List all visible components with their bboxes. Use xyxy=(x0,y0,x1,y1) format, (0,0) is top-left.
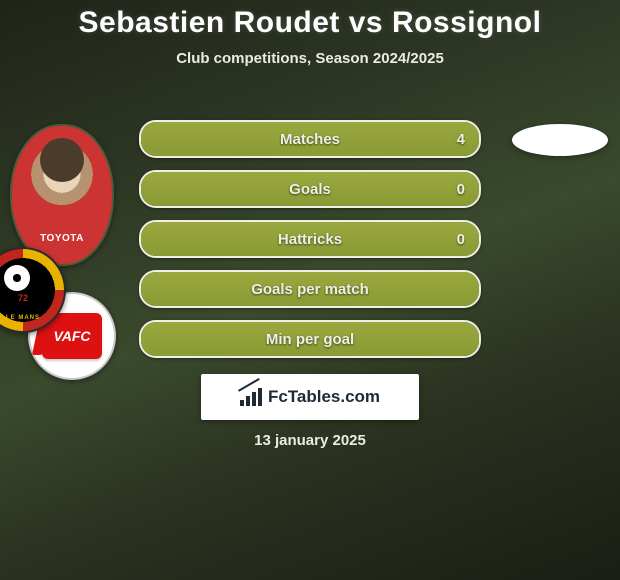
stat-bar: Matches4 xyxy=(139,120,481,158)
brand-box: FcTables.com xyxy=(201,374,419,420)
stat-bar: Goals per match xyxy=(139,270,481,308)
stat-bar-value: 0 xyxy=(457,222,465,256)
stat-bar-label: Matches xyxy=(141,122,479,156)
page-subtitle: Club competitions, Season 2024/2025 xyxy=(0,50,620,67)
stat-bar-label: Min per goal xyxy=(141,322,479,356)
comparison-card: { "header": { "title": "Sebastien Roudet… xyxy=(0,0,620,580)
stat-bar: Hattricks0 xyxy=(139,220,481,258)
stat-bar-label: Goals xyxy=(141,172,479,206)
brand-text: FcTables.com xyxy=(268,387,380,407)
stat-bar-label: Hattricks xyxy=(141,222,479,256)
right-club-badge-text: LE MANS xyxy=(0,315,64,321)
stat-bar-value: 0 xyxy=(457,172,465,206)
stat-bar: Goals0 xyxy=(139,170,481,208)
stat-bars: Matches4Goals0Hattricks0Goals per matchM… xyxy=(139,120,481,370)
page-title: Sebastien Roudet vs Rossignol xyxy=(0,0,620,40)
right-club-badge-number: 72 xyxy=(0,293,64,303)
stat-bar: Min per goal xyxy=(139,320,481,358)
date-label: 13 january 2025 xyxy=(0,432,620,449)
stat-bar-label: Goals per match xyxy=(141,272,479,306)
stat-bar-value: 4 xyxy=(457,122,465,156)
soccer-ball-icon xyxy=(4,265,30,291)
right-player-photo-placeholder xyxy=(512,124,608,156)
bar-chart-icon xyxy=(240,388,262,406)
left-player-photo xyxy=(10,124,114,266)
